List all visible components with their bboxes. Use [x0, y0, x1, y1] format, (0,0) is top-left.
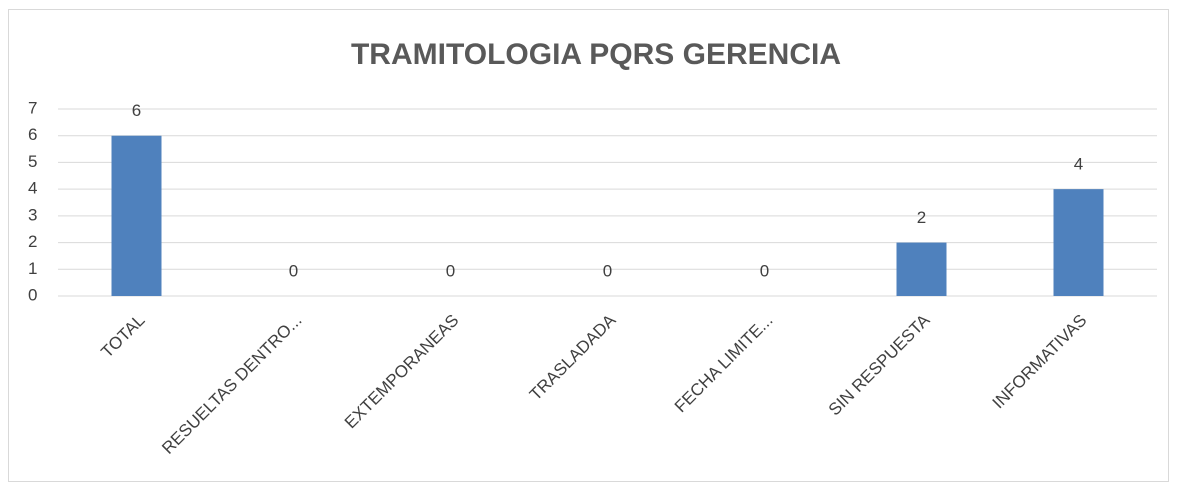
data-label: 0: [760, 261, 769, 280]
data-label: 0: [446, 261, 455, 280]
bar: [111, 135, 162, 296]
data-label: 6: [132, 101, 141, 120]
y-tick-label: 6: [28, 125, 37, 144]
y-tick-label: 3: [28, 205, 37, 224]
y-tick-label: 0: [28, 285, 37, 304]
chart-title: TRAMITOLOGIA PQRS GERENCIA: [351, 38, 841, 71]
y-tick-label: 7: [28, 98, 37, 117]
data-label: 2: [917, 208, 926, 227]
data-label: 4: [1074, 155, 1083, 174]
bar: [1053, 189, 1104, 296]
bar: [896, 242, 947, 296]
data-label: 0: [603, 261, 612, 280]
chart-border: [8, 9, 1169, 482]
y-tick-label: 2: [28, 232, 37, 251]
y-tick-label: 1: [28, 259, 37, 278]
y-tick-label: 4: [28, 179, 37, 198]
y-tick-label: 5: [28, 152, 37, 171]
data-label: 0: [289, 261, 298, 280]
